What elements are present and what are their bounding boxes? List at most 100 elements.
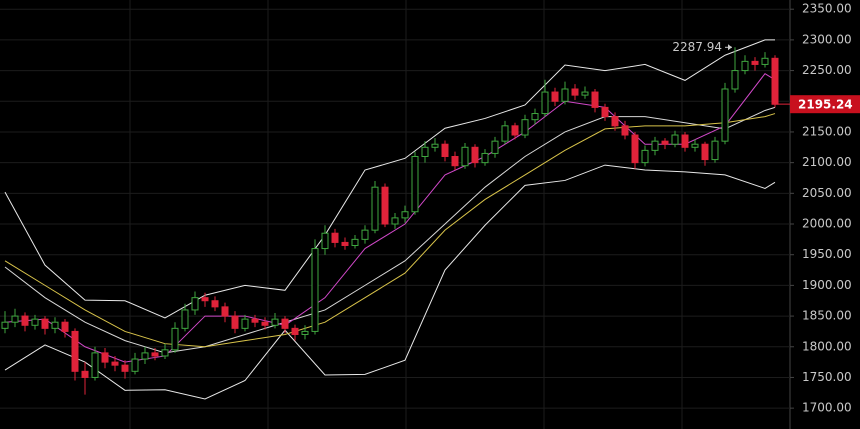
y-tick-label: 2050.00 [802,186,852,200]
candle-body [201,297,209,302]
last-price-label: 2195.24 [798,98,853,112]
candle-body [61,321,69,332]
candle-body [531,113,539,121]
candle [711,136,719,163]
candle [771,55,779,108]
candle [421,141,429,163]
candle-body [451,156,459,167]
candle-body [91,352,99,378]
candle-body [161,349,169,357]
annotation-arrowhead [728,44,732,51]
candle-body [721,88,729,142]
candle-body [661,140,669,145]
candle [81,362,89,395]
last-price-box [790,95,860,114]
candle [281,316,289,334]
candle [661,138,669,150]
candle [551,87,559,107]
candle [31,314,39,330]
candle-body [731,70,739,90]
candle [301,325,309,340]
candle-body [771,57,779,105]
candle [271,313,279,329]
high-annotation: 2287.94 [672,40,722,54]
candle-body [741,60,749,72]
candle-body [561,88,569,102]
candle [261,317,269,330]
candle-body [111,361,119,366]
candle [481,149,489,166]
candle-body [281,318,289,329]
candle [761,52,769,68]
candle-body [411,156,419,213]
candle [391,212,399,229]
candle [21,312,29,332]
indicator-line [4,39,775,319]
candle-body [141,352,149,360]
candle [371,181,379,234]
candle-body [241,318,249,329]
candle-body [151,352,159,357]
candle [351,235,359,249]
candle-body [101,352,109,363]
candle [741,55,749,75]
candle-body [351,238,359,246]
y-tick-label: 1950.00 [802,247,852,261]
candle-body [231,315,239,329]
candle-body [761,57,769,65]
indicator-line [4,164,776,400]
candle-body [321,232,329,250]
candle-body [211,300,219,308]
candle [241,314,249,332]
candle [691,139,699,152]
candle-body [171,327,179,351]
candle-body [31,318,39,326]
candle-body [601,106,609,118]
candle-body [491,140,499,154]
candle-body [251,318,259,323]
candle-body [131,358,139,372]
candle [1,311,9,334]
candle [561,81,569,105]
candle [291,324,299,341]
y-tick-label: 1750.00 [802,370,852,384]
candle [491,136,499,158]
candle-body [611,116,619,127]
candle-body [401,211,409,219]
candle [451,151,459,171]
candle-body [691,143,699,148]
candle [471,144,479,168]
candle-body [41,318,49,329]
candle [701,141,709,166]
candle [381,183,389,228]
candle [721,82,729,145]
candle-body [541,91,549,115]
candle [581,86,589,99]
candle-body [381,186,389,225]
candle-body [471,146,479,164]
candle [121,360,129,379]
candle-body [421,146,429,158]
candle-body [361,229,369,240]
candle [171,322,179,353]
candle [151,347,159,361]
candle [11,308,19,328]
candle [441,140,449,162]
candle-body [311,248,319,332]
candle-body [271,318,279,326]
candle-body [501,125,509,142]
candle [631,131,639,169]
candle [681,131,689,152]
candle-body [571,88,579,96]
y-tick-label: 1900.00 [802,278,852,292]
y-tick-label: 2250.00 [802,63,852,77]
candle-body [121,364,129,372]
candle-body [11,315,19,323]
candle-body [711,140,719,161]
indicator-line [4,106,776,354]
candle [221,302,229,323]
candle [401,205,409,223]
candle-body [591,91,599,108]
candle [671,130,679,148]
